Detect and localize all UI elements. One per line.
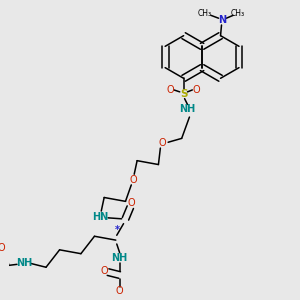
Text: O: O: [158, 138, 166, 148]
Text: S: S: [180, 89, 188, 99]
Text: *: *: [115, 225, 120, 236]
Text: O: O: [128, 198, 135, 208]
Text: CH₃: CH₃: [198, 9, 212, 18]
Text: O: O: [116, 286, 124, 296]
Text: NH: NH: [179, 104, 196, 114]
Text: CH₃: CH₃: [231, 9, 245, 18]
Text: O: O: [100, 266, 108, 276]
Text: O: O: [192, 85, 200, 95]
Text: NH: NH: [16, 258, 33, 268]
Text: O: O: [129, 175, 137, 185]
Text: O: O: [166, 85, 174, 95]
Text: NH: NH: [112, 253, 128, 262]
Text: O: O: [0, 243, 5, 253]
Text: N: N: [218, 15, 226, 25]
Text: HN: HN: [92, 212, 108, 222]
